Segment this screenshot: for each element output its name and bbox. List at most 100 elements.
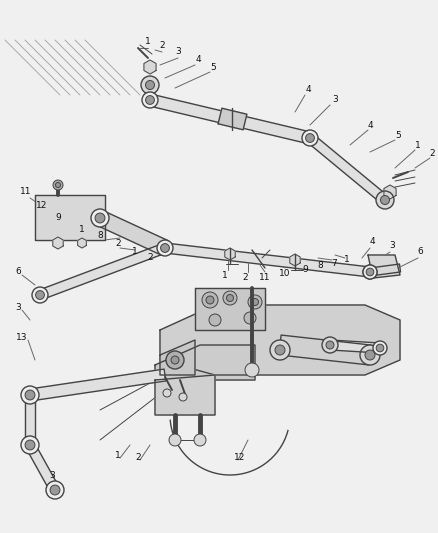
Polygon shape (155, 345, 255, 385)
Circle shape (322, 337, 338, 353)
Circle shape (171, 356, 179, 364)
Circle shape (158, 241, 172, 255)
Circle shape (145, 80, 155, 90)
Text: 4: 4 (369, 238, 375, 246)
Polygon shape (155, 375, 215, 415)
Circle shape (161, 244, 169, 252)
Circle shape (306, 134, 314, 142)
Text: 8: 8 (317, 262, 323, 271)
Text: 1: 1 (145, 37, 151, 46)
Circle shape (95, 213, 105, 223)
Text: 1: 1 (132, 247, 138, 256)
Text: 1: 1 (222, 271, 228, 279)
Polygon shape (279, 335, 371, 365)
Circle shape (381, 196, 389, 205)
Polygon shape (368, 255, 400, 278)
Text: 12: 12 (36, 200, 48, 209)
Circle shape (326, 341, 334, 349)
Circle shape (25, 440, 35, 450)
Text: 2: 2 (159, 42, 165, 51)
Polygon shape (26, 442, 60, 492)
Polygon shape (160, 305, 400, 375)
Text: 4: 4 (195, 55, 201, 64)
Polygon shape (144, 60, 156, 74)
Circle shape (244, 312, 256, 324)
Circle shape (194, 434, 206, 446)
Polygon shape (25, 395, 35, 445)
Circle shape (32, 287, 48, 303)
Text: 5: 5 (395, 131, 401, 140)
Circle shape (206, 296, 214, 304)
Polygon shape (97, 211, 168, 255)
Circle shape (53, 180, 63, 190)
Text: 2: 2 (147, 254, 153, 262)
Circle shape (363, 265, 377, 279)
Circle shape (302, 130, 318, 146)
Circle shape (166, 351, 184, 369)
Circle shape (161, 244, 170, 253)
Polygon shape (370, 264, 400, 276)
Circle shape (35, 290, 44, 300)
Circle shape (363, 265, 377, 279)
Circle shape (21, 436, 39, 454)
Text: 7: 7 (331, 260, 337, 269)
Circle shape (50, 485, 60, 495)
Circle shape (365, 350, 375, 360)
Polygon shape (160, 340, 195, 375)
Circle shape (46, 481, 64, 499)
Circle shape (376, 191, 394, 209)
Polygon shape (53, 237, 63, 249)
Circle shape (169, 434, 181, 446)
Polygon shape (78, 238, 86, 248)
Text: 1: 1 (115, 450, 121, 459)
Text: 4: 4 (367, 120, 373, 130)
Circle shape (376, 344, 384, 352)
Circle shape (251, 298, 258, 305)
Text: 1: 1 (344, 255, 350, 264)
Circle shape (360, 345, 380, 365)
Text: 3: 3 (332, 95, 338, 104)
Text: 2: 2 (429, 149, 435, 157)
Circle shape (157, 240, 173, 256)
Circle shape (142, 92, 158, 108)
Circle shape (56, 182, 60, 188)
Polygon shape (29, 369, 166, 401)
Text: 4: 4 (305, 85, 311, 94)
Text: 6: 6 (15, 268, 21, 277)
Circle shape (21, 386, 39, 404)
Polygon shape (195, 288, 265, 330)
Circle shape (145, 95, 155, 104)
Circle shape (270, 340, 290, 360)
Text: 2: 2 (135, 453, 141, 462)
Text: 5: 5 (210, 62, 216, 71)
Text: 1: 1 (79, 225, 85, 235)
Text: 3: 3 (15, 303, 21, 312)
Text: 11: 11 (20, 188, 32, 197)
Circle shape (91, 209, 109, 227)
Text: 2: 2 (115, 239, 121, 248)
Polygon shape (35, 195, 105, 240)
Polygon shape (218, 108, 247, 130)
Text: 6: 6 (417, 247, 423, 256)
Circle shape (226, 295, 233, 302)
Circle shape (366, 268, 374, 276)
Circle shape (25, 390, 35, 400)
Circle shape (366, 268, 374, 276)
Circle shape (209, 314, 221, 326)
Text: 10: 10 (279, 269, 291, 278)
Polygon shape (290, 254, 300, 266)
Text: 3: 3 (49, 472, 55, 481)
Circle shape (373, 341, 387, 355)
Text: 9: 9 (55, 214, 61, 222)
Circle shape (223, 291, 237, 305)
Text: 3: 3 (175, 47, 181, 56)
Polygon shape (38, 244, 167, 300)
Circle shape (163, 389, 171, 397)
Text: 12: 12 (234, 453, 246, 462)
Polygon shape (164, 243, 371, 277)
Text: 2: 2 (242, 273, 248, 282)
Polygon shape (307, 134, 388, 204)
Text: 11: 11 (259, 273, 271, 282)
Circle shape (202, 292, 218, 308)
Polygon shape (225, 248, 235, 260)
